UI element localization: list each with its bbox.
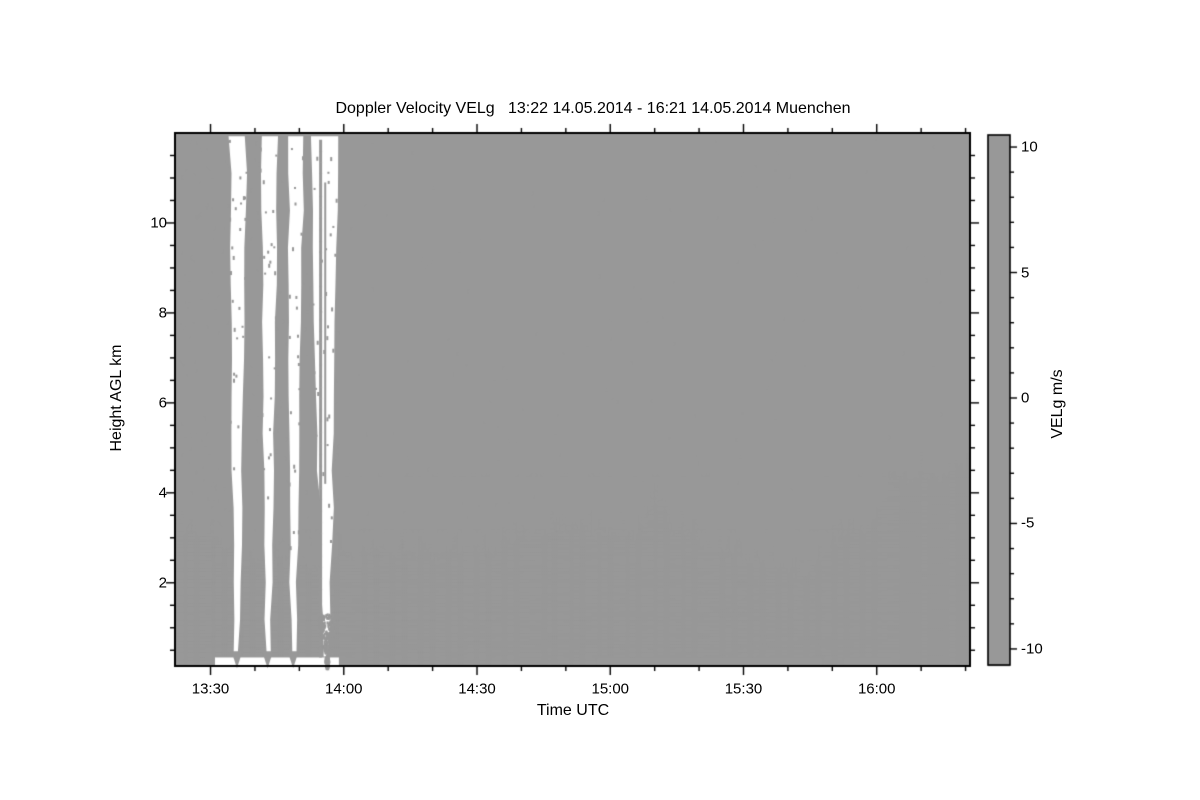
y-tick-label: 6 (158, 394, 167, 412)
colorbar-label: VELg m/s (1049, 369, 1066, 439)
x-tick-label: 14:30 (458, 680, 496, 698)
x-tick-label: 15:00 (591, 680, 630, 698)
y-axis-label: Height AGL km (108, 344, 125, 452)
colorbar-tick-label: -5 (1021, 514, 1035, 532)
x-tick-label: 15:30 (724, 680, 763, 698)
colorbar-tick-label: 10 (1021, 138, 1038, 156)
chart-title: Doppler Velocity VELg 13:22 14.05.2014 -… (335, 100, 851, 117)
colorbar-tick-label: -10 (1021, 640, 1043, 658)
y-tick-label: 4 (158, 484, 167, 502)
y-tick-label: 10 (150, 214, 167, 232)
x-tick-label: 14:00 (324, 680, 363, 698)
colorbar-tick-label: 5 (1021, 264, 1030, 282)
x-tick-label: 13:30 (191, 680, 230, 698)
x-tick-label: 16:00 (857, 680, 896, 698)
y-tick-label: 8 (158, 304, 167, 322)
y-tick-label: 2 (158, 574, 167, 592)
colorbar-tick-label: 0 (1021, 389, 1030, 407)
x-axis-label: Time UTC (536, 702, 610, 719)
